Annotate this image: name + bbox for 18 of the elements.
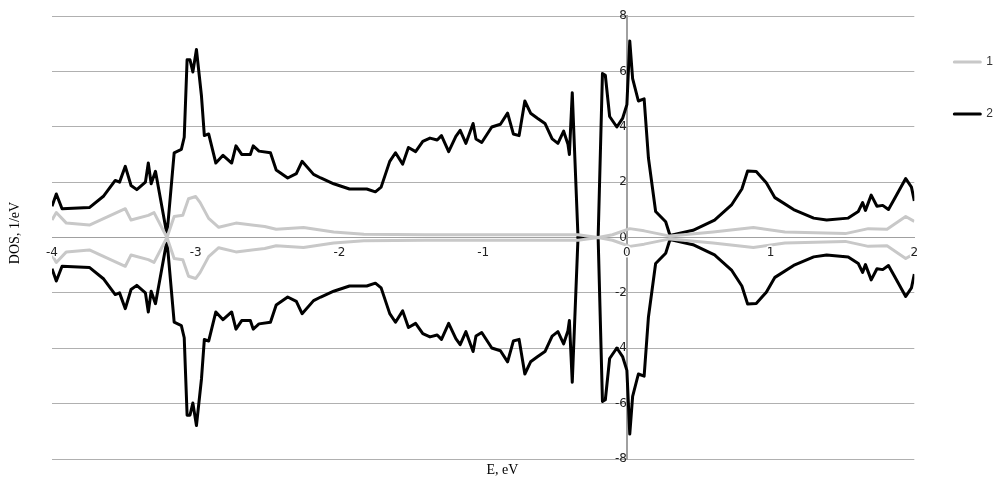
y-tick-label: 4 bbox=[619, 118, 627, 133]
x-tick-label: -4 bbox=[46, 244, 58, 259]
y-tick-label: 8 bbox=[619, 8, 627, 23]
y-axis-title: DOS, 1/eV bbox=[7, 200, 23, 267]
x-axis-title: E, eV bbox=[486, 462, 519, 477]
x-tick-label: -3 bbox=[189, 244, 202, 259]
y-tick-label: 6 bbox=[619, 63, 627, 78]
y-tick-label: -8 bbox=[614, 451, 627, 466]
x-tick-label: 2 bbox=[910, 244, 919, 259]
legend-label: 2 bbox=[986, 106, 994, 121]
y-tick-label: 0 bbox=[619, 229, 627, 244]
x-tick-label: -1 bbox=[477, 244, 490, 259]
y-tick-label: -2 bbox=[614, 285, 627, 299]
legend-label: 1 bbox=[986, 54, 994, 69]
x-tick-label: 1 bbox=[766, 244, 775, 259]
y-tick-label: -6 bbox=[614, 395, 627, 410]
x-tick-label: -2 bbox=[333, 244, 346, 259]
y-tick-label: 2 bbox=[619, 174, 627, 189]
